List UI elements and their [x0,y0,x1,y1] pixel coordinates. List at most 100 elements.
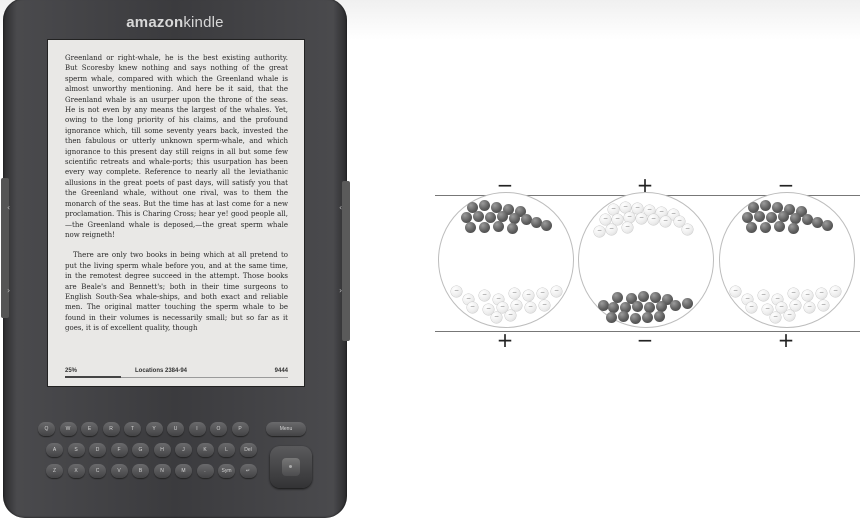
key-h[interactable]: H [153,443,171,457]
key-z[interactable]: Z [46,464,63,478]
key-x[interactable]: X [67,464,85,478]
light-particle [509,288,520,299]
next-page-button[interactable] [342,181,350,341]
light-particle [451,286,462,297]
key-g[interactable]: G [132,443,149,457]
dark-particle [598,300,609,311]
location-readout: Locations 2384-94 [135,368,188,374]
key-w[interactable]: W [59,422,77,436]
light-particle [632,203,643,214]
light-particle [830,286,841,297]
book-paragraph: There are only two books in being which … [65,251,288,333]
key-i[interactable]: I [188,422,206,436]
key-p[interactable]: P [231,422,249,436]
dark-particle [491,202,502,213]
key-t[interactable]: T [124,422,141,436]
light-particle [788,288,799,299]
key-u[interactable]: U [167,422,184,436]
light-particle [606,224,617,235]
light-particle [479,290,490,301]
light-particle [463,294,474,305]
dark-particle [760,200,771,211]
dark-particle [497,211,508,222]
dark-particle [618,311,629,322]
light-particle [762,304,773,315]
dark-particle [656,301,667,312]
minus-sign: − [777,173,795,197]
key-n[interactable]: N [153,464,171,478]
book-page: Greenland or right-whale, he is the best… [65,53,288,334]
dark-particle [503,204,514,215]
key-r[interactable]: R [102,422,120,436]
key-y[interactable]: Y [145,422,163,436]
key-m[interactable]: M [175,464,192,478]
reading-progress-track [65,377,288,378]
dark-particle [670,300,681,311]
chevron-right-icon: › [339,286,343,295]
key-b[interactable]: B [132,464,149,478]
dark-particle [507,223,518,234]
key-[interactable]: ↵ [239,464,257,478]
light-particle [483,304,494,315]
light-particle [746,302,757,313]
dark-particle [788,223,799,234]
select-button[interactable] [282,458,300,476]
key-[interactable]: . [196,464,214,478]
eink-screen: Greenland or right-whale, he is the best… [48,40,304,386]
dark-particle [642,312,653,323]
light-particle [505,310,516,321]
key-o[interactable]: O [210,422,227,436]
dark-particle [479,200,490,211]
light-particle [730,286,741,297]
light-particle [620,202,631,213]
dark-particle [638,291,649,302]
light-particle [600,214,611,225]
light-particle [784,310,795,321]
light-particle [525,302,536,313]
key-k[interactable]: K [196,443,214,457]
dark-particle [760,222,771,233]
key-e[interactable]: E [81,422,98,436]
progress-percent: 25% [65,368,78,374]
dark-particle [521,214,532,225]
dark-particle [766,212,777,223]
key-l[interactable]: L [218,443,235,457]
key-q[interactable]: Q [38,422,55,436]
light-particle [539,300,550,311]
light-particle [818,300,829,311]
key-d[interactable]: D [89,443,106,457]
light-particle [682,224,693,235]
key-f[interactable]: F [110,443,128,457]
total-locations: 9444 [274,368,288,374]
bottom-plate-line [435,331,860,332]
dark-particle [485,212,496,223]
light-particle [660,216,671,227]
dark-particle [774,221,785,232]
dark-particle [644,302,655,313]
light-particle [674,216,685,227]
key-s[interactable]: S [67,443,85,457]
key-a[interactable]: A [46,443,63,457]
light-particle [491,312,502,323]
light-particle [594,226,605,237]
light-particle [551,286,562,297]
key-c[interactable]: C [89,464,106,478]
light-particle [608,204,619,215]
light-particle [772,294,783,305]
light-particle [644,205,655,216]
dark-particle [620,302,631,313]
key-v[interactable]: V [110,464,128,478]
light-particle [493,294,504,305]
dark-particle [606,312,617,323]
light-particle [537,288,548,299]
dark-particle [748,202,759,213]
prev-page-button[interactable] [1,178,9,318]
dark-particle [650,292,661,303]
key-sym[interactable]: Sym [218,464,235,478]
key-j[interactable]: J [175,443,192,457]
kindle-logo: amazonkindle [126,14,224,31]
menu-key[interactable]: Menu [266,422,306,436]
light-particle [790,300,801,311]
key-del[interactable]: Del [239,443,257,457]
five-way-controller[interactable] [270,446,312,488]
